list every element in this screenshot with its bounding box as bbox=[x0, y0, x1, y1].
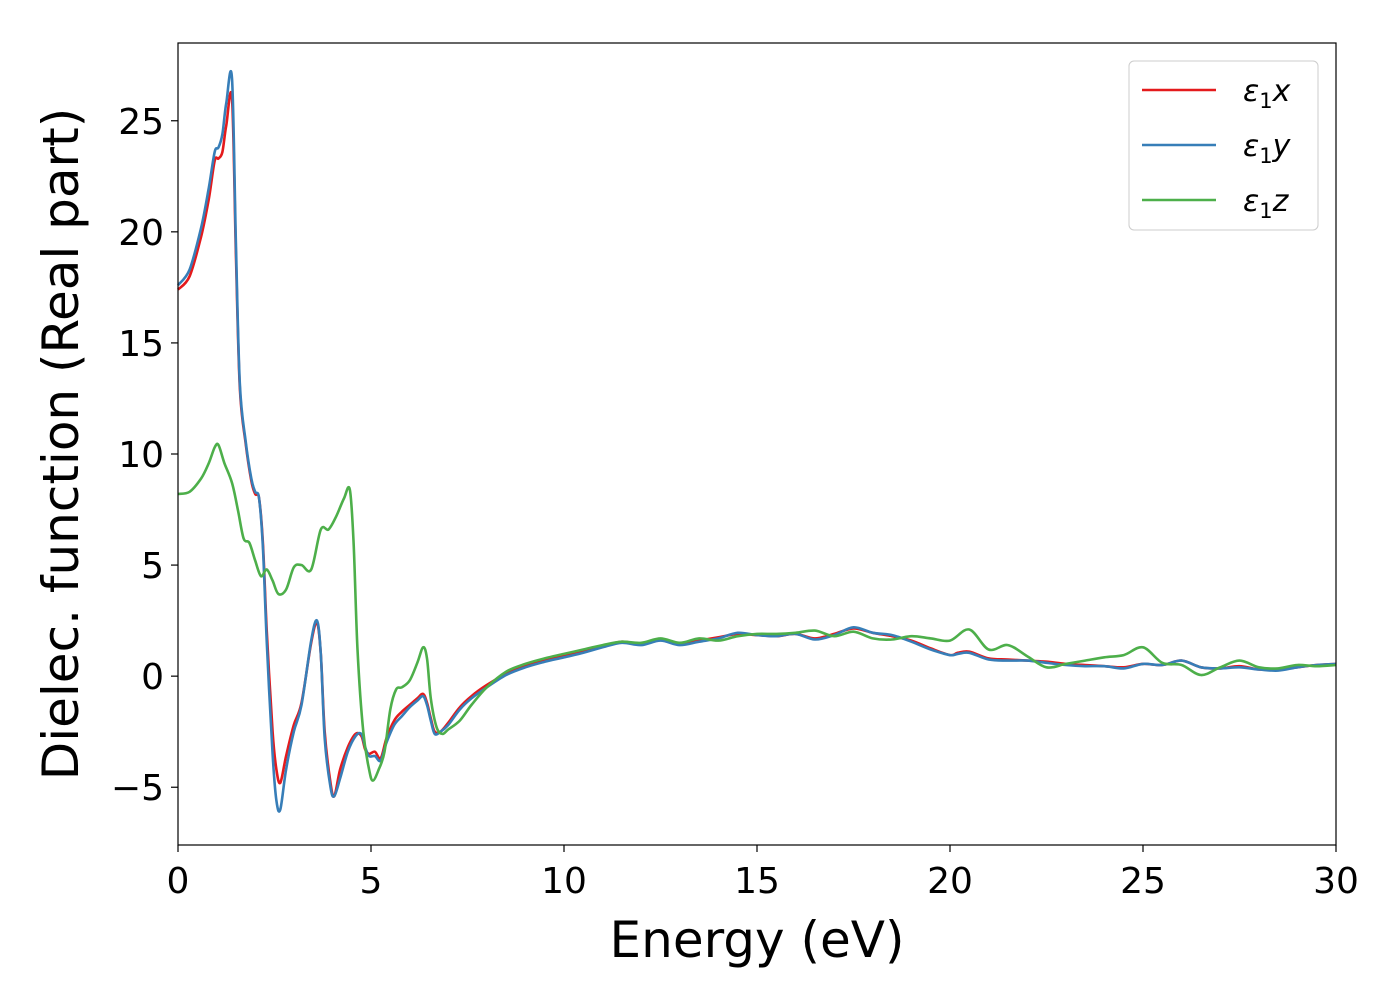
x-axis-ticks: 0 5 10 15 20 25 30 bbox=[167, 845, 1359, 902]
y-tick-label: 5 bbox=[141, 546, 164, 587]
x-tick-label: 30 bbox=[1313, 861, 1359, 902]
x-tick-label: 5 bbox=[360, 861, 383, 902]
legend-label-y: ε1y bbox=[1243, 129, 1292, 168]
series-line-z bbox=[177, 442, 1337, 782]
y-tick-label: −5 bbox=[111, 768, 164, 809]
series-layer bbox=[176, 69, 1337, 813]
x-axis-label: Energy (eV) bbox=[610, 911, 905, 969]
x-tick-label: 20 bbox=[927, 861, 973, 902]
series-line-y bbox=[176, 69, 1337, 813]
y-tick-label: 0 bbox=[141, 657, 164, 698]
legend-box bbox=[1128, 60, 1319, 231]
x-tick-label: 25 bbox=[1120, 861, 1166, 902]
legend: ε1x ε1y ε1z bbox=[1128, 60, 1319, 231]
y-axis-ticks: −5 0 5 10 15 20 25 bbox=[111, 102, 178, 809]
y-tick-label: 25 bbox=[118, 102, 164, 143]
x-tick-label: 10 bbox=[541, 861, 587, 902]
legend-label-x: ε1x bbox=[1243, 74, 1291, 113]
x-tick-label: 0 bbox=[167, 861, 190, 902]
y-tick-label: 15 bbox=[118, 324, 164, 365]
y-tick-label: 10 bbox=[118, 435, 164, 476]
y-axis-label: Dielec. function (Real part) bbox=[32, 108, 90, 780]
legend-label-z: ε1z bbox=[1243, 184, 1290, 223]
x-tick-label: 15 bbox=[734, 861, 780, 902]
y-tick-label: 20 bbox=[118, 213, 164, 254]
